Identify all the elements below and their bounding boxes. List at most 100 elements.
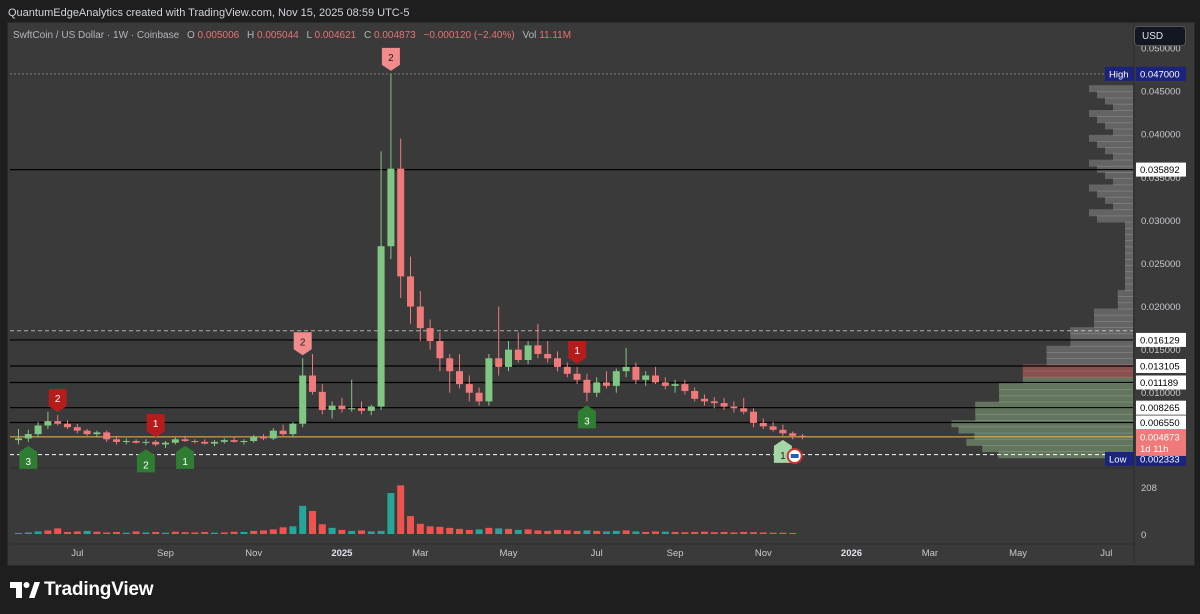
volume-bar — [671, 531, 679, 534]
volume-bar — [701, 531, 708, 534]
price-tick-label: 0.030000 — [1141, 216, 1181, 227]
candle-body — [544, 353, 552, 359]
price-tick-label: 0.050000 — [1141, 44, 1181, 55]
volume-bar — [220, 532, 228, 534]
candle-body — [701, 398, 708, 402]
open-value: 0.005006 — [197, 30, 240, 41]
marker-shape — [48, 389, 67, 413]
volume-bar — [720, 531, 728, 534]
candle-body — [730, 406, 738, 409]
volume-bar — [465, 529, 473, 534]
price-level-label: 0.035892 — [1136, 162, 1186, 177]
candle-body — [563, 366, 571, 374]
volume-bar — [661, 531, 669, 534]
candle-body — [485, 358, 493, 402]
marker-shape — [381, 47, 400, 71]
price-level-label: 0.047000 High — [1105, 66, 1186, 81]
candle-body — [289, 423, 297, 435]
volume-bar — [612, 530, 620, 534]
price-tick-label: 0.010000 — [1141, 388, 1181, 399]
volume-profile-row — [1113, 153, 1133, 161]
currency-button[interactable]: USD — [1134, 26, 1186, 46]
candle-body — [279, 430, 287, 435]
price-level-label: 0.013105 — [1136, 358, 1186, 373]
candle-body — [44, 421, 52, 426]
volume-profile-row — [1022, 364, 1133, 372]
price-level-box — [1136, 162, 1186, 177]
candle-body — [769, 426, 777, 430]
marker-shape — [176, 445, 195, 469]
volume-bar — [593, 530, 601, 534]
volume-bar — [171, 531, 179, 534]
volume-bar — [122, 532, 130, 534]
candle-body — [475, 392, 483, 402]
candle-body — [54, 421, 62, 424]
candle-body — [309, 375, 316, 392]
time-tick-label: 2026 — [841, 548, 862, 559]
volume-bar — [318, 524, 326, 534]
volume-bar — [642, 531, 650, 534]
volume-bar — [260, 530, 267, 534]
marker-shape — [146, 414, 165, 438]
symbol-title: SwftCoin / US Dollar · 1W · Coinbase — [13, 30, 180, 41]
price-tick-label: 0.040000 — [1141, 130, 1181, 141]
volume-profile-row — [974, 432, 1133, 440]
tradingview-brand[interactable]: TradingView — [10, 579, 154, 601]
volume-profile-row — [1113, 103, 1133, 111]
volume-value: 11.11M — [539, 30, 572, 41]
volume-profile-row — [1089, 209, 1133, 217]
volume-bar — [142, 532, 150, 534]
candle-body — [446, 358, 454, 372]
signal-marker: 2 — [48, 389, 67, 413]
candle-body — [407, 276, 414, 307]
candle-body — [191, 441, 199, 443]
grid-layer — [10, 23, 1135, 563]
candle-body — [671, 384, 679, 386]
volume-profile-row — [1125, 227, 1133, 235]
candle-body — [250, 436, 258, 442]
volume-bar — [338, 529, 346, 534]
volume-profile-row — [1105, 196, 1133, 204]
signal-marker: 2 — [381, 47, 400, 71]
time-axis: Jul Sep Nov 2025 Mar May Jul Sep Nov 2026 Mar May Ju… — [10, 543, 1133, 559]
volume-bar — [622, 530, 630, 534]
chart-frame[interactable] — [7, 22, 1195, 566]
volume-profile-row — [1089, 184, 1133, 192]
volume-profile-row — [998, 451, 1133, 459]
volume-bar — [632, 531, 640, 534]
candle-body — [691, 391, 699, 399]
candle-body — [260, 436, 267, 439]
volume-bar — [524, 529, 532, 534]
price-level-tag-box — [1105, 66, 1134, 81]
volume-bar — [289, 526, 297, 534]
volume-profile-row — [1125, 277, 1133, 285]
volume-bar — [113, 531, 120, 534]
price-level-value: 0.013105 — [1140, 361, 1180, 372]
candle-body — [220, 440, 228, 442]
candle-body — [632, 366, 640, 380]
low-label: L — [306, 30, 312, 41]
candle-body — [299, 375, 307, 424]
volume-profile-row — [1105, 147, 1133, 155]
volume-profile-row — [1125, 240, 1133, 248]
volume-profile-row — [1117, 289, 1133, 297]
candle-body — [348, 408, 356, 410]
high-value: 0.005044 — [257, 30, 299, 41]
candle-body — [524, 345, 532, 360]
candle-body — [416, 306, 424, 329]
candle-body — [338, 405, 346, 410]
volume-bar — [201, 531, 209, 534]
volume-bar — [544, 530, 552, 534]
volume-bar — [789, 532, 797, 534]
volume-bar — [407, 516, 414, 534]
volume-bar — [416, 523, 424, 534]
volume-profile-row — [1046, 358, 1133, 366]
volume-bar — [367, 531, 375, 534]
volume-bar — [485, 527, 493, 534]
price-level-value: 0.002333 — [1140, 454, 1180, 465]
volume-profile-row — [1113, 178, 1133, 186]
chart-caption: QuantumEdgeAnalytics created with Tradin… — [8, 7, 410, 19]
volume-bar — [348, 530, 356, 534]
volume-label: Vol — [522, 30, 537, 41]
